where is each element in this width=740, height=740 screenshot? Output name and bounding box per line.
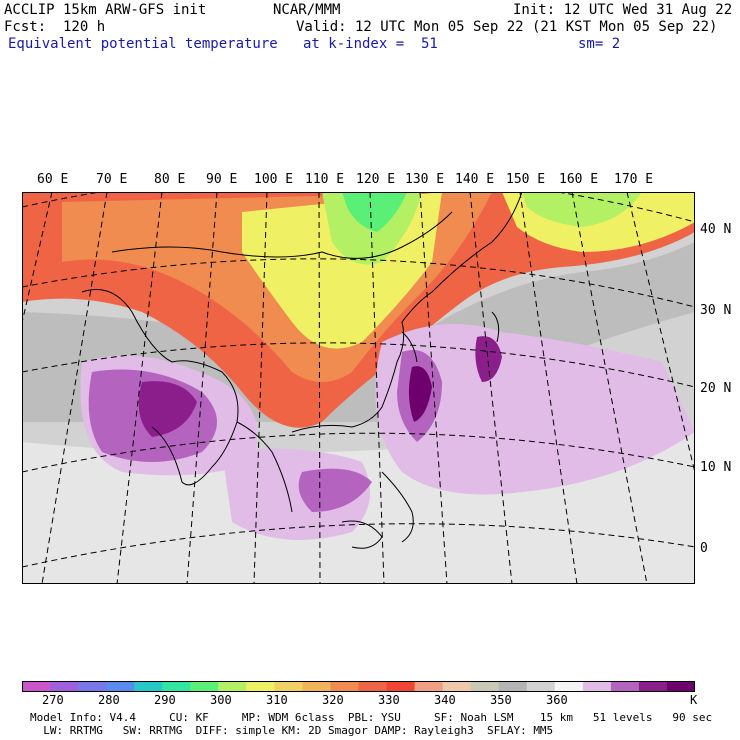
colorbar-tick-label: 320 bbox=[322, 693, 344, 707]
colorbar-swatch bbox=[386, 681, 416, 692]
colorbar-tick-label: 310 bbox=[266, 693, 288, 707]
product-name: Equivalent potential temperature bbox=[8, 36, 278, 52]
colorbar-swatch bbox=[162, 681, 191, 692]
level-info: at k-index = 51 bbox=[303, 36, 438, 52]
lon-label: 80 E bbox=[154, 172, 186, 187]
lon-label: 150 E bbox=[506, 172, 546, 187]
model-info-line-2: LW: RRTMG SW: RRTMG DIFF: simple KM: 2D … bbox=[30, 724, 554, 737]
valid-time: Valid: 12 UTC Mon 05 Sep 22 (21 KST Mon … bbox=[296, 19, 718, 35]
scs-purple bbox=[298, 468, 372, 512]
colorbar-frame bbox=[22, 681, 695, 692]
map-frame bbox=[22, 192, 695, 584]
colorbar-swatch bbox=[442, 681, 472, 692]
lon-label: 130 E bbox=[405, 172, 445, 187]
latitude-lines bbox=[22, 192, 695, 568]
lon-label: 140 E bbox=[455, 172, 495, 187]
india-core bbox=[138, 381, 197, 437]
colorbar-swatch bbox=[190, 681, 219, 692]
lon-label: 60 E bbox=[37, 172, 69, 187]
colorbar-swatch bbox=[330, 681, 359, 692]
lat-label: 30 N bbox=[700, 303, 732, 318]
colorbar-swatch bbox=[358, 681, 388, 692]
lon-label: 90 E bbox=[206, 172, 238, 187]
coastlines bbox=[81, 192, 523, 549]
colorbar-swatch bbox=[50, 681, 79, 692]
forecast-hour: Fcst: 120 h bbox=[4, 19, 106, 35]
colorbar-swatch bbox=[78, 681, 107, 692]
green-core bbox=[342, 192, 407, 232]
colorbar-swatch bbox=[106, 681, 135, 692]
colorbar-swatch bbox=[666, 681, 695, 692]
lon-label: 100 E bbox=[254, 172, 294, 187]
east-typhoon-core bbox=[475, 336, 502, 382]
colorbar-swatch bbox=[414, 681, 444, 692]
colorbar-swatch bbox=[274, 681, 303, 692]
init-time: Init: 12 UTC Wed 31 Aug 22 bbox=[513, 2, 733, 18]
equivalent-potential-temperature-map bbox=[22, 192, 695, 584]
lat-label: 20 N bbox=[700, 381, 732, 396]
lat-label: 0 bbox=[700, 541, 708, 556]
model-title: ACCLIP 15km ARW-GFS init bbox=[4, 2, 207, 18]
colorbar-tick-label: 330 bbox=[378, 693, 400, 707]
lon-label: 120 E bbox=[356, 172, 396, 187]
colorbar-tick-label: 350 bbox=[490, 693, 512, 707]
colorbar-swatch bbox=[246, 681, 275, 692]
model-info-line-1: Model Info: V4.4 CU: KF MP: WDM 6class P… bbox=[30, 711, 713, 724]
smoothing-info: sm= 2 bbox=[578, 36, 621, 52]
colorbar-swatch bbox=[498, 681, 528, 692]
colorbar-tick-label: 270 bbox=[42, 693, 64, 707]
colorbar-swatch bbox=[470, 681, 500, 692]
colorbar-tick-label: 340 bbox=[434, 693, 456, 707]
lon-label: 170 E bbox=[614, 172, 654, 187]
colorbar-unit: K bbox=[690, 693, 698, 707]
colorbar-swatch bbox=[22, 681, 51, 692]
colorbar-swatch bbox=[554, 681, 584, 692]
center-name: NCAR/MMM bbox=[273, 2, 341, 18]
ne-green bbox=[522, 192, 642, 227]
lon-label: 160 E bbox=[559, 172, 599, 187]
colorbar-swatch bbox=[526, 681, 556, 692]
typhoon-core bbox=[408, 366, 432, 422]
lon-label: 110 E bbox=[305, 172, 345, 187]
colorbar-swatch bbox=[302, 681, 331, 692]
lon-label: 70 E bbox=[96, 172, 128, 187]
pacific-lavender bbox=[375, 324, 695, 495]
colorbar-swatch bbox=[134, 681, 163, 692]
colorbar bbox=[22, 681, 695, 692]
colorbar-tick-label: 360 bbox=[546, 693, 568, 707]
colorbar-tick-label: 280 bbox=[98, 693, 120, 707]
colorbar-swatch bbox=[610, 681, 640, 692]
colorbar-swatch bbox=[638, 681, 668, 692]
colorbar-swatch bbox=[218, 681, 247, 692]
colorbar-tick-label: 290 bbox=[154, 693, 176, 707]
lat-label: 10 N bbox=[700, 460, 732, 475]
colorbar-tick-label: 300 bbox=[210, 693, 232, 707]
colorbar-swatch bbox=[582, 681, 612, 692]
lat-label: 40 N bbox=[700, 222, 732, 237]
